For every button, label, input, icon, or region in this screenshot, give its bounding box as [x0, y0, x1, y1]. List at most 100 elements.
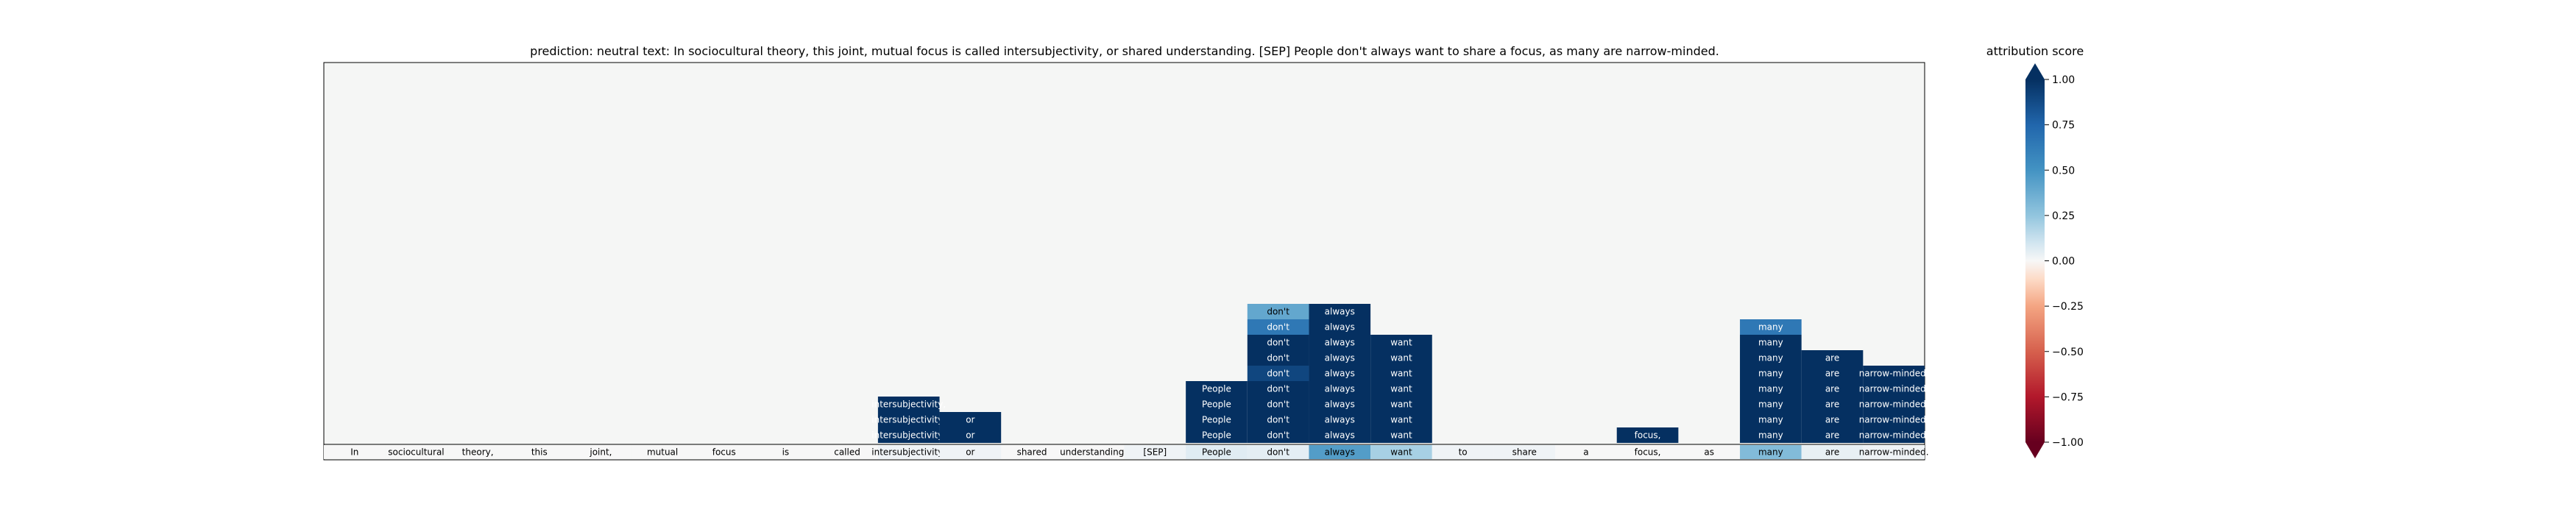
stack-cell: many — [1740, 427, 1802, 443]
stack-cell-fill — [877, 412, 940, 427]
stack-cell-fill — [1247, 427, 1309, 443]
stack-cell: don't — [1247, 381, 1309, 397]
token-cell-fill — [1309, 445, 1371, 459]
token-cell: is — [754, 445, 817, 459]
stack-cell-fill — [1309, 335, 1371, 350]
token-cell-label: share — [1512, 447, 1537, 458]
stack-cell-fill — [1309, 427, 1371, 443]
stack-cell: don't — [1247, 427, 1309, 443]
token-cell-fill — [631, 445, 693, 459]
stack-cell-fill — [1309, 397, 1371, 412]
stack-cell-label: many — [1758, 384, 1783, 394]
colorbar-tick-label: −1.00 — [2052, 437, 2084, 449]
stack-cell-label: narrow-minded. — [1859, 369, 1929, 379]
stack-cell-fill — [1247, 304, 1309, 319]
stack-cell-label: are — [1825, 369, 1839, 379]
stack-cell: want — [1370, 335, 1432, 350]
plot-area — [323, 62, 1925, 461]
stack-cell-label: many — [1758, 415, 1783, 425]
token-cell-label: People — [1202, 447, 1231, 458]
token-cell-label: is — [782, 447, 790, 458]
heatmap-cells: intersubjectivity, or People don't always wan… — [324, 304, 1929, 459]
stack-cell: always — [1309, 304, 1371, 319]
stack-cell: don't — [1247, 350, 1309, 366]
stack-cell: want — [1370, 366, 1432, 381]
stack-cell-label: want — [1390, 415, 1412, 425]
stack-cell: want — [1370, 412, 1432, 427]
stack-cell-fill — [877, 397, 940, 412]
stack-cell-label: don't — [1267, 369, 1289, 379]
token-cell: narrow-minded. — [1859, 445, 1929, 459]
stack-cell-label: are — [1825, 353, 1839, 363]
stack-cell: narrow-minded. — [1859, 381, 1929, 397]
stack-cell-fill — [1863, 397, 1925, 412]
stack-cell-label: are — [1825, 430, 1839, 441]
stack-cell: many — [1740, 412, 1802, 427]
stack-cell-fill — [1247, 350, 1309, 366]
stack-cell-label: don't — [1267, 384, 1289, 394]
stack-cell-label: are — [1825, 384, 1839, 394]
stack-cell-fill — [1247, 366, 1309, 381]
token-cell-label: joint, — [589, 447, 612, 458]
token-cell-label: called — [834, 447, 860, 458]
stack-cell-fill — [1186, 397, 1248, 412]
stack-cell: narrow-minded. — [1859, 427, 1929, 443]
stack-cell-label: want — [1390, 353, 1412, 363]
stack-cell-label: many — [1758, 430, 1783, 441]
stack-cell-fill — [1863, 412, 1925, 427]
stack-cell: or — [939, 412, 1002, 427]
stack-cell: always — [1309, 381, 1371, 397]
token-cell: intersubjectivity, — [871, 445, 946, 459]
stack-cell-label: People — [1202, 399, 1231, 410]
stack-cell: are — [1801, 397, 1864, 412]
stack-cell: many — [1740, 381, 1802, 397]
token-cell-label: mutual — [647, 447, 678, 458]
stack-cell: don't — [1247, 397, 1309, 412]
stack-cell-fill — [1370, 381, 1432, 397]
token-cell-fill — [1062, 445, 1125, 459]
stack-cell-label: narrow-minded. — [1859, 430, 1929, 441]
stack-cell: are — [1801, 381, 1864, 397]
stack-cell-label: narrow-minded. — [1859, 384, 1929, 394]
stack-cell-label: want — [1390, 338, 1412, 348]
token-cell-fill — [1493, 445, 1556, 459]
stack-cell-label: People — [1202, 384, 1231, 394]
stack-cell: many — [1740, 335, 1802, 350]
stack-cell-label: intersubjectivity, — [871, 399, 946, 410]
stack-cell: intersubjectivity, — [871, 397, 946, 412]
stack-cell: don't — [1247, 319, 1309, 335]
colorbar-tick-label: −0.75 — [2052, 391, 2084, 403]
colorbar-gradient — [2025, 79, 2045, 442]
token-cell-label: [SEP] — [1143, 447, 1167, 458]
token-cell: theory, — [447, 445, 509, 459]
token-cell-label: In — [350, 447, 358, 458]
stack-cell: always — [1309, 427, 1371, 443]
stack-cell-label: People — [1202, 430, 1231, 441]
stack-cell-fill — [1370, 427, 1432, 443]
token-cell-label: a — [1583, 447, 1588, 458]
stack-cell: many — [1740, 397, 1802, 412]
stack-cell-fill — [1370, 412, 1432, 427]
token-cell-label: shared — [1017, 447, 1047, 458]
stack-cell-label: many — [1758, 338, 1783, 348]
stack-cell-fill — [1863, 427, 1925, 443]
token-cell: In — [324, 445, 386, 459]
stack-cell-fill — [1740, 412, 1802, 427]
token-cell: this — [508, 445, 570, 459]
stack-cell: don't — [1247, 366, 1309, 381]
token-cell-fill — [1370, 445, 1432, 459]
stack-cell-fill — [1863, 381, 1925, 397]
token-cell: are — [1801, 445, 1864, 459]
stack-cell-label: don't — [1267, 338, 1289, 348]
stack-cell: want — [1370, 350, 1432, 366]
stack-cell: many — [1740, 319, 1802, 335]
stack-cell-fill — [1370, 397, 1432, 412]
stack-cell: many — [1740, 366, 1802, 381]
stack-cell-label: People — [1202, 415, 1231, 425]
stack-cell-label: are — [1825, 415, 1839, 425]
stack-cell-fill — [1801, 381, 1864, 397]
stack-cell-fill — [1247, 397, 1309, 412]
stack-cell-label: intersubjectivity, — [871, 430, 946, 441]
token-cell: to — [1432, 445, 1494, 459]
